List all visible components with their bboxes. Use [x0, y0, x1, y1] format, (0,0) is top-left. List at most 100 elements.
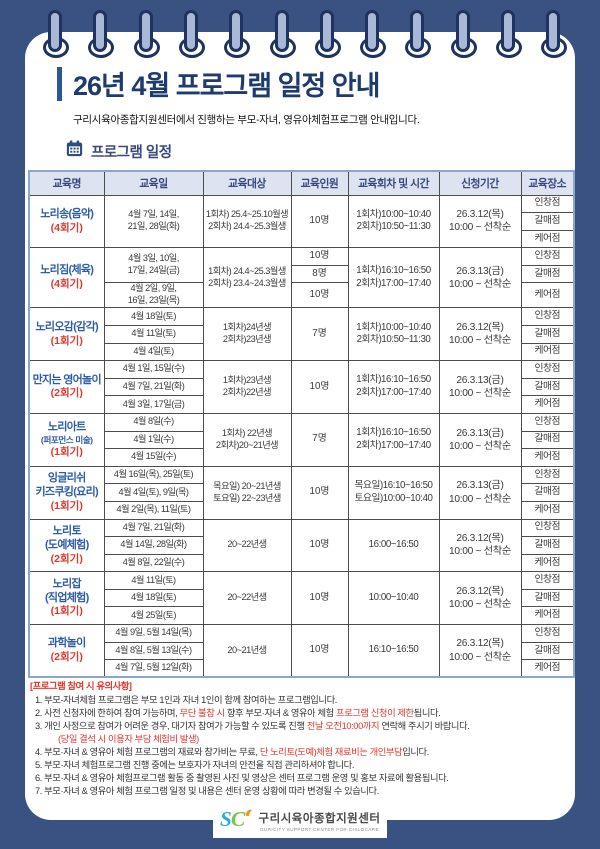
program-name-cell: 노리짐(체육) (4회기)	[28, 247, 105, 309]
note-line: 5. 부모·자녀 체험프로그램 진행 중에는 보호자가 자녀의 안전을 직접 관…	[35, 760, 355, 770]
table-header-row: 교육명 교육일 교육대상 교육인원 교육회차 및 시간 신청기간 교육장소	[28, 170, 575, 196]
session-count: (1회기)	[50, 605, 83, 618]
date-cell: 4월 7일, 5월 12일(화)	[103, 659, 204, 678]
program-row-group: 노리잡 (직업체험) (1회기) 4월 11일(토) 20~22년생 10명 10…	[28, 571, 575, 626]
date-cell: 4월 16일(목), 25일(토)	[103, 465, 204, 485]
note-line: 6. 부모·자녀 & 영유아 체험프로그램 활동 중 촬영된 사진 및 영상은 …	[35, 773, 449, 783]
program-name: 노리아트	[47, 420, 86, 433]
column-header: 신청기간	[438, 170, 522, 196]
location-cell: 인창점	[520, 624, 575, 643]
note-line: (당일 결석 시 이용자 부담 체험비 발생)	[58, 734, 199, 744]
page-subtitle: 구리시육아종합지원센터에서 진행하는 부모-자녀, 영유아체험프로그램 안내입니…	[73, 114, 420, 126]
column-header: 교육명	[28, 170, 105, 196]
column-header: 교육회차 및 시간	[347, 170, 440, 196]
location-cell: 케어점	[520, 606, 575, 626]
target-cell: 목요일) 20~21년생 토요일) 22~23년생	[202, 465, 292, 520]
date-cell: 4월 3일, 17일(금)	[103, 395, 204, 414]
schedule-table: 교육명 교육일 교육대상 교육인원 교육회차 및 시간 신청기간 교육장소 노리…	[28, 170, 575, 679]
location-cell: 케어점	[520, 342, 575, 362]
location-cell: 인창점	[520, 571, 575, 590]
capacity-cell: 8명	[290, 264, 349, 284]
location-cell: 인창점	[520, 465, 575, 485]
center-logo: S C 구리시육아종합지원센터 GURICITY SUPPORT CENTER …	[213, 803, 387, 838]
location-cell: 인창점	[520, 247, 575, 266]
binder-ring	[42, 10, 69, 60]
location-cell: 갈매점	[520, 536, 575, 555]
program-name: 노리송(음악)	[40, 207, 94, 220]
section-title: 프로그램 일정	[91, 144, 172, 161]
note-line: 1. 부모-자녀체험 프로그램은 부모 1인과 자녀 1인이 함께 참여하는 프…	[35, 695, 337, 705]
location-cell: 갈매점	[520, 588, 575, 608]
capacity-cell: 7명	[290, 412, 349, 467]
session-count: (1회기)	[50, 445, 83, 458]
session-count: (1회기)	[50, 334, 83, 347]
location-cell: 인창점	[520, 194, 575, 214]
date-cell: 4월 25일(토)	[103, 606, 204, 626]
capacity-cell: 10명	[290, 247, 349, 266]
time-cell: 1회차)16:10~16:50 2회차)17:00~17:40	[347, 360, 440, 414]
program-name-cell: 과학놀이 (2회기)	[28, 624, 105, 678]
program-name-cell: 노리아트 (퍼포먼스 미술) (1회기)	[28, 412, 105, 467]
location-cell: 갈매점	[520, 212, 575, 231]
target-cell: 20~22년생	[202, 571, 292, 626]
program-name: 과학놀이	[47, 637, 86, 650]
program-row-group: 과학놀이 (2회기) 4월 9일, 5월 14일(목) 20~21년생 10명 1…	[28, 624, 575, 678]
apply-period-cell: 26.3.12(목) 10:00 ~ 선착순	[438, 194, 522, 249]
date-cell: 4월 11일(토)	[103, 571, 204, 590]
page-title: 26년 4월 프로그램 일정 안내	[73, 71, 380, 101]
logo-texts: 구리시육아종합지원센터 GURICITY SUPPORT CENTER FOR …	[259, 810, 381, 832]
apply-period-cell: 26.3.13(금) 10:00 ~ 선착순	[438, 465, 522, 520]
program-row-group: 노리송(음악) (4회기) 4월 7일, 14일, 21일, 28일(화) 1회차…	[28, 194, 575, 249]
location-cell: 케어점	[520, 553, 575, 573]
target-cell: 1회차) 25.4~25.10월생 2회차) 24.4~25.3월생	[202, 194, 292, 249]
schedule-table-wrap: 교육명 교육일 교육대상 교육인원 교육회차 및 시간 신청기간 교육장소 노리…	[28, 170, 575, 679]
logo-subname: GURICITY SUPPORT CENTER FOR CHILDCARE	[260, 826, 379, 832]
binder-ring	[223, 10, 251, 60]
target-cell: 1회차)23년생 2회차)22년생	[202, 360, 292, 414]
binder-ring	[359, 10, 387, 60]
apply-period-cell: 26.3.12(목) 10:00 ~ 선착순	[438, 307, 522, 362]
title-accent-bar	[57, 66, 62, 101]
column-header: 교육일	[103, 170, 204, 196]
location-cell: 케어점	[520, 229, 575, 249]
apply-period-cell: 26.3.13(금) 10:00 ~ 선착순	[438, 247, 522, 309]
apply-period-cell: 26.3.13(금) 10:00 ~ 선착순	[438, 360, 522, 414]
notes-heading: [프로그램 참여 시 유의사항]	[30, 681, 132, 691]
note-line: 7. 부모·자녀 & 영유아 체험 프로그램 일정 및 내용은 센터 운영 상황…	[35, 786, 379, 796]
time-cell: 16:10~16:50	[347, 624, 440, 678]
time-cell: 1회차)10:00~10:40 2회차)10:50~11:30	[347, 307, 440, 362]
date-cell: 4월 4일(토)	[103, 342, 204, 362]
date-cell: 4월 7일, 21일(화)	[103, 377, 204, 397]
program-name: 노리오감(감각)	[35, 320, 99, 333]
location-cell: 케어점	[520, 282, 575, 309]
location-cell: 인창점	[520, 360, 575, 379]
svg-text:S: S	[220, 807, 232, 831]
program-row-group: 노리오감(감각) (1회기) 4월 18일(토) 1회차)24년생 2회차)23년…	[28, 307, 575, 362]
binder-ring	[495, 10, 522, 60]
capacity-cell: 10명	[290, 571, 349, 626]
location-cell: 케어점	[520, 448, 575, 467]
session-count: (2회기)	[50, 552, 83, 565]
program-subname: (퍼포먼스 미술)	[40, 434, 93, 445]
apply-period-cell: 26.3.12(목) 10:00 ~ 선착순	[438, 518, 522, 573]
date-cell: 4월 3일, 10일, 17일, 24일(금)	[103, 247, 204, 284]
note-line: 4. 부모·자녀 & 영유아 체험 프로그램의 재료와 참가비는 무료, 단 노…	[35, 747, 429, 757]
date-cell: 4월 8일(수)	[103, 412, 204, 432]
binder-ring	[404, 10, 432, 60]
location-cell: 인창점	[520, 307, 575, 326]
binder-ring	[269, 10, 296, 60]
location-cell: 인창점	[520, 412, 575, 432]
date-cell: 4월 2일, 9일, 16일, 23일(목)	[103, 282, 204, 309]
note-line: 3. 개인 사정으로 참여가 어려운 경우, 대기자 참여가 가능할 수 있도록…	[35, 721, 470, 731]
program-row-group: 노리아트 (퍼포먼스 미술) (1회기) 4월 8일(수) 1회차) 22년생 2회…	[28, 412, 575, 467]
binder-ring	[314, 10, 341, 60]
time-cell: 16:00~16:50	[347, 518, 440, 573]
location-cell: 갈매점	[520, 641, 575, 661]
note-line: 2. 사전 신청자에 한하여 참여 가능하며, 무단 불참 시 향후 부모·자녀…	[35, 708, 441, 718]
program-name-cell: 노리토 (도예체험) (2회기)	[28, 518, 105, 573]
program-name-cell: 만지는 영어놀이 (2회기)	[28, 360, 105, 414]
title-row: 26년 4월 프로그램 일정 안내	[57, 64, 380, 103]
apply-period-cell: 26.3.12(목) 10:00 ~ 선착순	[438, 624, 522, 678]
target-cell: 20~21년생	[202, 624, 292, 678]
